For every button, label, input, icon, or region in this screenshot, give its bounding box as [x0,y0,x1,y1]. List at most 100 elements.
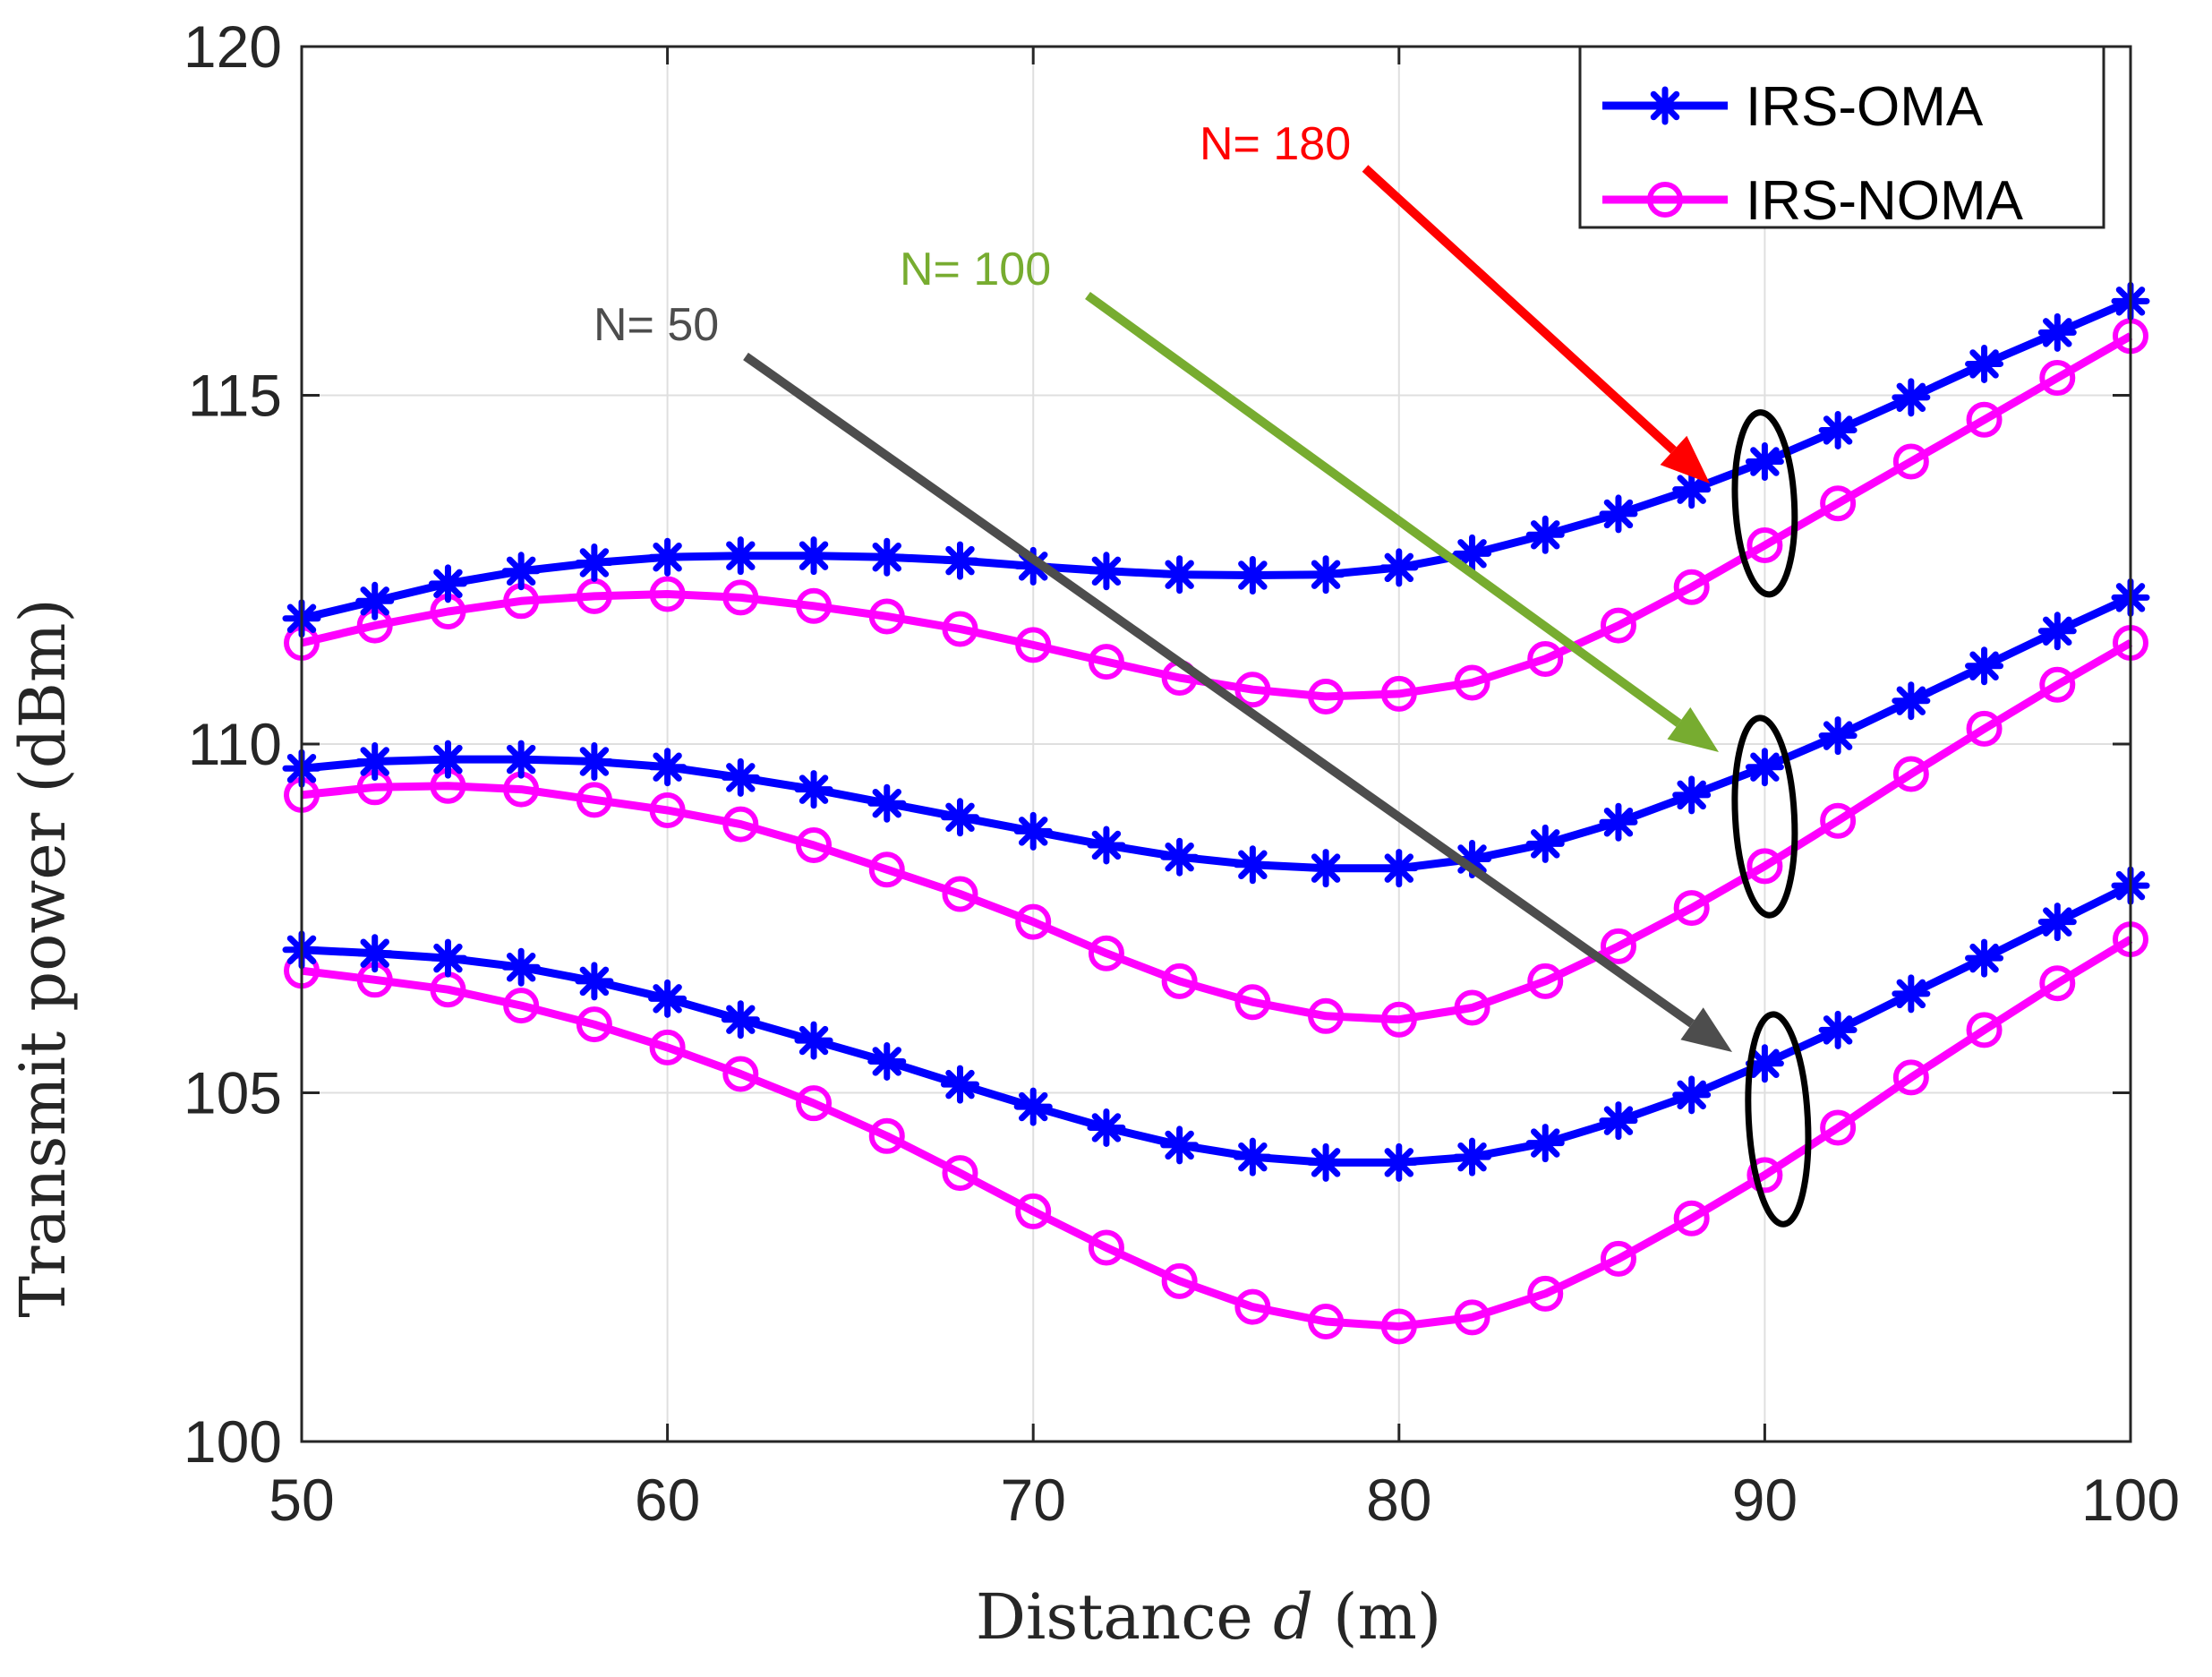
x-axis-label-variable: d [1273,1580,1313,1654]
ticks: 50 60 70 80 90 100 100 105 110 115 120 [184,13,2180,1533]
asterisk-stroke [1238,560,1268,590]
asterisk-marker [1965,646,2004,686]
asterisk-marker [1672,775,1712,815]
circle-marker [1015,1193,1052,1229]
asterisk-stroke [726,763,756,792]
x-tick-label: 50 [269,1467,334,1533]
group-ellipse [1745,1011,1812,1228]
circle-marker [1454,664,1490,701]
circle-marker [1527,640,1564,677]
y-tick-label: 115 [188,363,282,429]
asterisk-stroke [799,541,829,570]
asterisk-stroke [1896,979,1926,1009]
circle-marker [1308,997,1345,1034]
asterisk-marker [428,938,467,978]
asterisk-stroke [726,1005,756,1034]
asterisk-marker [428,564,467,603]
asterisk-stroke [1311,853,1341,883]
asterisk-stroke [945,1069,975,1099]
asterisk-marker [1645,86,1685,125]
circle-marker [2039,666,2076,703]
asterisk-stroke [1018,817,1048,846]
asterisk-marker [1818,716,1858,756]
asterisk-marker [1818,410,1858,449]
asterisk-stroke [1531,829,1560,859]
circle-marker [1527,963,1564,999]
asterisk-marker [721,536,760,576]
asterisk-stroke [1384,1148,1414,1177]
asterisk-stroke [1750,1048,1780,1079]
asterisk-marker [1087,1108,1126,1147]
asterisk-marker [1160,1125,1200,1165]
asterisk-stroke [506,556,536,586]
y-axis-label: Transmit power (dBm) [6,598,80,1317]
asterisk-marker [940,798,979,837]
circle-marker [1966,401,2003,438]
asterisk-marker [1745,1044,1784,1083]
asterisk-stroke [1603,499,1634,529]
asterisk-stroke [1238,850,1268,879]
asterisk-stroke [1969,943,1999,973]
circle-marker [722,806,759,843]
asterisk-marker [355,934,395,973]
annotation-arrow-head [1660,435,1710,483]
asterisk-marker [2037,612,2077,651]
asterisk-stroke [872,788,901,818]
asterisk-stroke [1457,1142,1487,1172]
asterisk-stroke [653,752,682,782]
circle-marker [1966,710,2003,747]
asterisk-stroke [1650,90,1680,121]
asterisk-marker [1306,1142,1345,1182]
asterisk-stroke [2043,907,2072,937]
asterisk-marker [940,541,979,580]
legend-label: IRS-OMA [1746,76,1984,138]
circle-marker [1454,989,1490,1026]
asterisk-stroke [433,943,463,973]
asterisk-marker [575,962,614,1001]
asterisk-marker [648,537,688,577]
asterisk-marker [1892,378,1931,417]
circle-marker [942,876,978,912]
asterisk-marker [428,740,467,779]
asterisk-marker [1379,548,1419,587]
asterisk-stroke [1018,552,1048,581]
circle-marker [1234,984,1271,1021]
annotation-arrow-shaft [1085,291,1682,727]
series-irs-oma-group-2 [282,866,2150,1182]
asterisk-marker [1379,1142,1419,1182]
x-tick-label: 80 [1366,1467,1431,1533]
circle-marker [1088,644,1124,680]
asterisk-marker [2037,312,2077,352]
circle-marker [2039,360,2076,397]
asterisk-marker [1379,849,1419,888]
y-tick-label: 110 [188,711,282,777]
circle-marker [1527,1275,1564,1312]
asterisk-marker [1599,1101,1638,1141]
circle-marker [649,576,686,612]
circle-marker [942,1155,978,1192]
series-irs-noma-group-1 [284,625,2148,1038]
asterisk-marker [867,783,907,823]
y-tick-label: 120 [184,13,282,80]
asterisk-marker [867,537,907,577]
asterisk-marker [721,757,760,797]
circle-marker [1892,443,1929,480]
asterisk-stroke [653,984,682,1014]
circle-marker [1161,963,1198,999]
asterisk-marker [1965,344,2004,383]
circle-marker [576,1006,612,1043]
asterisk-stroke [433,569,463,599]
asterisk-stroke [579,966,610,997]
asterisk-stroke [1457,539,1487,569]
asterisk-stroke [1018,1091,1048,1122]
asterisk-stroke [1896,382,1926,413]
asterisk-marker [1525,824,1565,863]
asterisk-marker [1306,555,1345,595]
circle-marker [503,988,540,1024]
asterisk-stroke [433,744,463,774]
y-tick-label: 100 [184,1408,282,1475]
asterisk-stroke [506,744,536,774]
asterisk-marker [1525,515,1565,554]
asterisk-stroke [360,747,389,776]
circle-marker [1015,903,1052,940]
